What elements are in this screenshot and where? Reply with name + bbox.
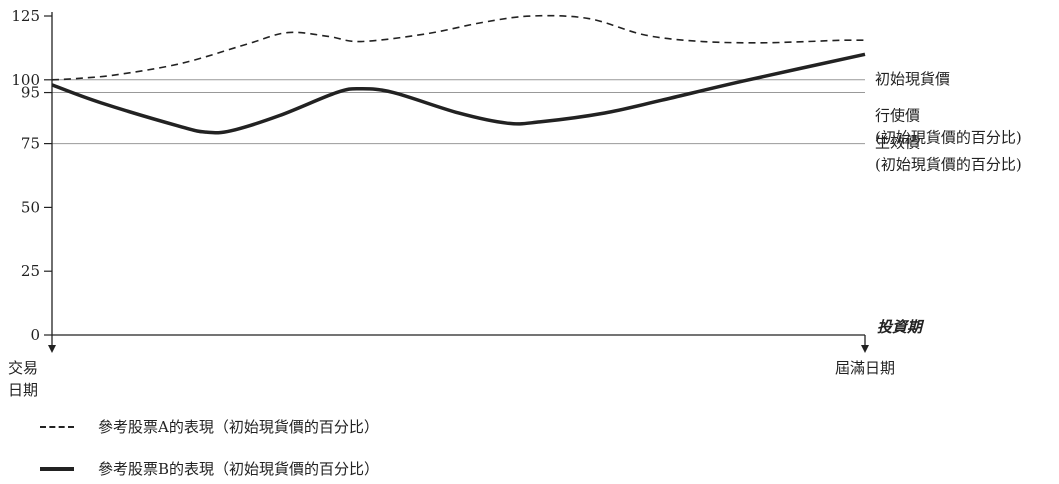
y-tick-label: 50 bbox=[21, 198, 40, 216]
x-axis-title: 投資期 bbox=[877, 318, 925, 336]
series-line-a bbox=[51, 14, 866, 81]
series-line-b bbox=[51, 52, 866, 135]
legend-label-b: 參考股票B的表現（初始現貨價的百分比） bbox=[98, 460, 380, 478]
x-start-label: 日期 bbox=[8, 381, 38, 399]
end-arrow-head bbox=[861, 345, 869, 353]
axes bbox=[48, 12, 869, 353]
legend-item-b: 參考股票B的表現（初始現貨價的百分比） bbox=[40, 458, 379, 479]
reference-label-95: (初始現貨價的百分比) bbox=[875, 129, 1022, 147]
reference-label-75: 生效價 bbox=[875, 134, 920, 152]
y-tick-label: 75 bbox=[21, 135, 40, 153]
start-arrow-head bbox=[48, 345, 56, 353]
legend-swatch-dashed bbox=[40, 425, 74, 428]
legend-item-a: 參考股票A的表現（初始現貨價的百分比） bbox=[40, 416, 379, 437]
y-tick-label: 125 bbox=[11, 7, 40, 25]
y-tick-label: 25 bbox=[21, 262, 40, 280]
reference-lines bbox=[52, 79, 865, 145]
legend-label-a: 參考股票A的表現（初始現貨價的百分比） bbox=[98, 418, 379, 436]
reference-label-95: 行使價 bbox=[875, 107, 920, 125]
reference-label-100: 初始現貨價 bbox=[875, 70, 950, 88]
x-start-label: 交易 bbox=[8, 359, 38, 377]
reference-label-75: (初始現貨價的百分比) bbox=[875, 156, 1022, 174]
series-lines bbox=[51, 14, 866, 135]
y-tick-label: 100 bbox=[11, 71, 40, 89]
y-tick-label: 0 bbox=[30, 326, 40, 344]
legend-swatch-solid bbox=[40, 466, 74, 471]
x-end-label: 屆滿日期 bbox=[835, 359, 895, 377]
y-tick-label: 95 bbox=[21, 84, 40, 102]
